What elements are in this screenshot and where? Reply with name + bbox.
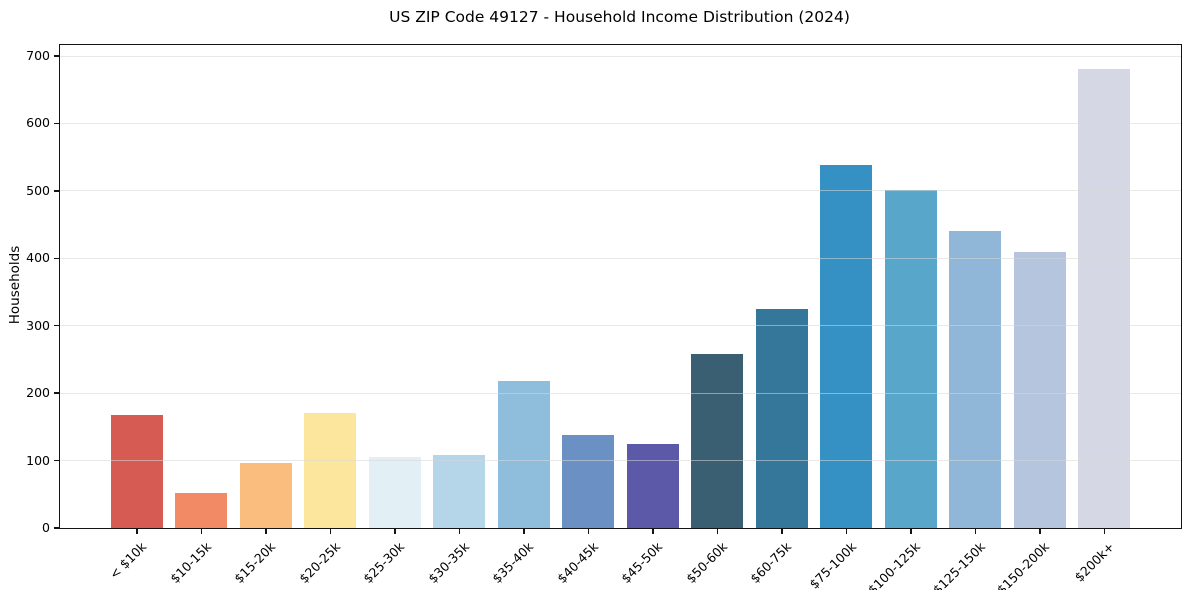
x-tick-label: $150-200k	[994, 539, 1053, 590]
x-tick-label: $100-125k	[865, 539, 924, 590]
y-axis-tick	[54, 392, 59, 394]
gridline	[60, 55, 1181, 57]
bar	[562, 434, 615, 528]
gridline	[60, 122, 1181, 124]
x-tick-label: $30-35k	[424, 539, 472, 587]
x-tick-label: $200k+	[1071, 539, 1117, 585]
plot-area: 0 100 200 300 400 500 600 700 < $10k $10-15k $15-2…	[26, 44, 1182, 590]
x-axis-tick	[587, 529, 590, 534]
x-tick-label: $20-25k	[295, 539, 343, 587]
y-tick-label: 0	[42, 520, 50, 535]
x-tick-label: $40-45k	[553, 539, 601, 587]
bar	[820, 164, 873, 528]
gridline	[60, 392, 1181, 394]
x-axis-tick	[329, 529, 332, 534]
bar	[368, 456, 421, 528]
x-tick-label: $50-60k	[682, 539, 730, 587]
x-tick-label: $60-75k	[747, 539, 795, 587]
y-axis-tick	[54, 122, 59, 125]
x-axis-tick	[458, 529, 461, 534]
x-axis-tick	[1039, 529, 1041, 534]
y-axis-tick	[54, 190, 59, 192]
x-axis-tick	[265, 529, 267, 534]
bar	[949, 231, 1002, 528]
y-axis-tick	[54, 55, 59, 57]
x-axis-tick	[200, 529, 203, 534]
x-tick-label: $35-40k	[489, 539, 537, 587]
bar	[755, 308, 808, 528]
x-axis-tick	[1103, 529, 1106, 534]
y-tick-label: 600	[26, 115, 50, 131]
x-axis-tick	[136, 529, 138, 534]
bar	[1013, 252, 1066, 528]
bar	[304, 412, 357, 528]
y-tick-label: 100	[26, 452, 50, 468]
y-axis-tick	[54, 527, 59, 529]
x-tick-label: $15-20k	[231, 539, 279, 587]
x-axis-tick	[716, 529, 719, 534]
x-axis-tick	[781, 529, 783, 534]
y-axis-tick	[54, 325, 59, 327]
y-axis-tick	[54, 257, 59, 259]
bar	[497, 381, 550, 528]
y-axis-label: Households	[7, 245, 23, 325]
x-tick-label: $10-15k	[166, 539, 214, 587]
y-tick-label: 200	[26, 385, 50, 401]
x-tick-label: < $10k	[106, 539, 150, 582]
bar	[110, 414, 163, 528]
gridline	[60, 460, 1181, 462]
y-axis-tick	[54, 459, 59, 462]
bar	[433, 455, 486, 528]
y-tick-label: 700	[26, 48, 50, 63]
gridline	[60, 325, 1181, 327]
x-axis-tick	[394, 529, 396, 534]
x-tick-label: $125-150k	[929, 539, 988, 590]
x-axis-tick	[845, 529, 848, 534]
x-axis-tick	[974, 529, 977, 534]
x-axis-tick	[910, 529, 912, 534]
bar	[691, 354, 744, 528]
gridline	[60, 257, 1181, 259]
x-axis-tick	[523, 529, 525, 534]
y-tick-label: 400	[26, 250, 50, 266]
x-tick-label: $75-100k	[806, 539, 859, 590]
x-tick-label: $25-30k	[360, 539, 408, 587]
chart-title: US ZIP Code 49127 - Household Income Dis…	[389, 8, 850, 26]
y-tick-label: 300	[26, 317, 50, 333]
y-tick-label: 500	[26, 182, 50, 198]
gridline	[60, 190, 1181, 192]
x-tick-label: $45-50k	[618, 539, 666, 587]
x-axis-tick	[652, 529, 654, 534]
bar	[884, 190, 937, 528]
bar	[626, 443, 679, 528]
bar	[1078, 68, 1131, 528]
bar	[239, 463, 292, 528]
bar	[175, 492, 228, 528]
